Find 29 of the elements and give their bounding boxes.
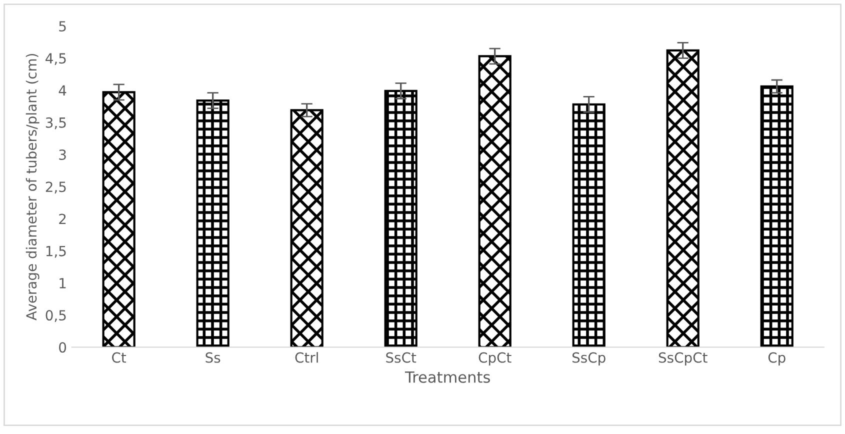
x-tick-label: SsCt bbox=[386, 352, 416, 363]
y-tick-label: 0 bbox=[59, 342, 66, 353]
bar bbox=[102, 91, 136, 348]
y-tick-label: 3,5 bbox=[46, 117, 66, 130]
x-tick-label: Cp bbox=[768, 352, 786, 366]
x-tick-label: SsCpCt bbox=[658, 352, 708, 366]
bar bbox=[478, 55, 512, 348]
x-tick-label: Ct bbox=[112, 352, 126, 363]
bar bbox=[666, 49, 700, 348]
bar bbox=[760, 85, 794, 348]
x-tick-label: Ctrl bbox=[295, 352, 318, 363]
y-tick-label: 1 bbox=[60, 278, 66, 288]
y-tick-label: 0,5 bbox=[46, 310, 66, 322]
y-tick-label: 2,5 bbox=[46, 182, 66, 194]
x-tick-label: SsCp bbox=[572, 352, 606, 366]
x-tick-label: CpCt bbox=[478, 352, 512, 366]
bar bbox=[290, 109, 324, 348]
y-tick-label: 2 bbox=[59, 214, 66, 224]
y-tick-label: 4 bbox=[58, 85, 66, 96]
y-tick-label: 4,5 bbox=[46, 53, 66, 66]
x-axis-title: Treatments bbox=[404, 372, 490, 383]
bar bbox=[384, 90, 418, 348]
y-tick-label: 5 bbox=[59, 21, 66, 32]
bar bbox=[196, 100, 230, 348]
y-tick-label: 3 bbox=[59, 149, 66, 160]
bar bbox=[572, 103, 606, 348]
y-axis-title: Average diameter of tubers/plant (cm) bbox=[26, 54, 40, 320]
y-tick-label: 1,5 bbox=[46, 246, 66, 258]
x-tick-label: Ss bbox=[206, 352, 220, 363]
